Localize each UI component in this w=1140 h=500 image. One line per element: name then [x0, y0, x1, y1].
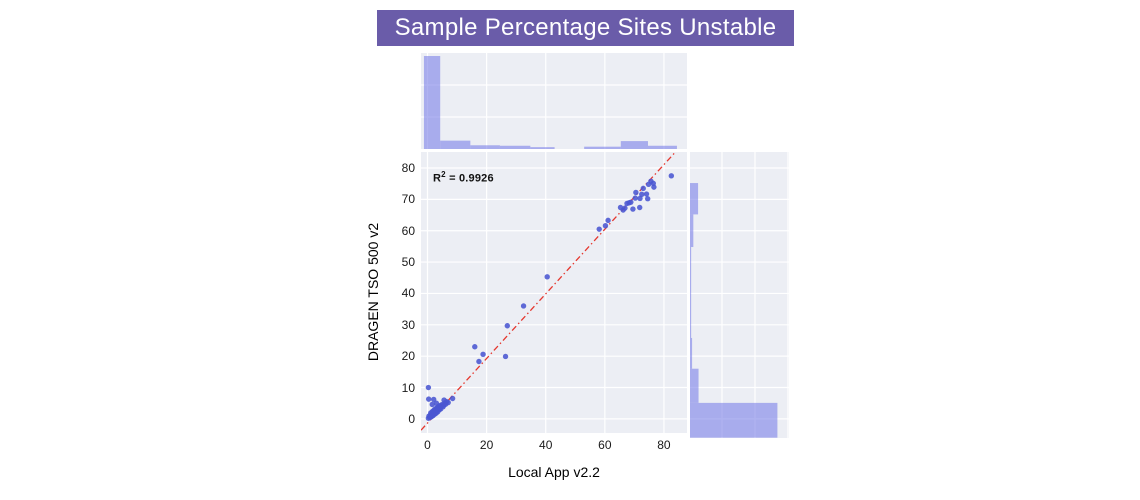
top-marginal-histogram	[421, 53, 687, 149]
y-axis-label: DRAGEN TSO 500 v2	[365, 222, 381, 362]
y-tick-label: 20	[401, 349, 415, 364]
x-tick-label: 60	[598, 438, 612, 452]
r-squared-exponent: 2	[441, 170, 446, 179]
x-tick-label: 40	[539, 438, 553, 452]
y-tick-label: 50	[401, 255, 415, 270]
y-tick-label: 10	[401, 380, 415, 395]
chart-title: Sample Percentage Sites Unstable	[394, 14, 777, 41]
y-tick-label: 70	[401, 192, 415, 207]
y-tick-label: 60	[401, 223, 415, 238]
chart-title-banner: Sample Percentage Sites Unstable	[377, 10, 794, 46]
r-squared-value: = 0.9926	[445, 172, 494, 185]
y-tick-label: 0	[408, 411, 415, 426]
y-tick-label: 40	[401, 286, 415, 301]
x-tick-label: 80	[657, 438, 671, 452]
scatter-plot	[421, 152, 687, 433]
x-tick-label: 0	[424, 438, 431, 452]
r-squared-annotation: R2 = 0.9926	[433, 170, 494, 185]
x-tick-label: 20	[479, 438, 494, 452]
y-tick-label: 80	[401, 160, 415, 175]
right-marginal-histogram	[690, 152, 789, 438]
y-tick-label: 30	[401, 317, 415, 332]
r-squared-base: R	[433, 172, 442, 185]
x-axis-label: Local App v2.2	[508, 464, 600, 480]
